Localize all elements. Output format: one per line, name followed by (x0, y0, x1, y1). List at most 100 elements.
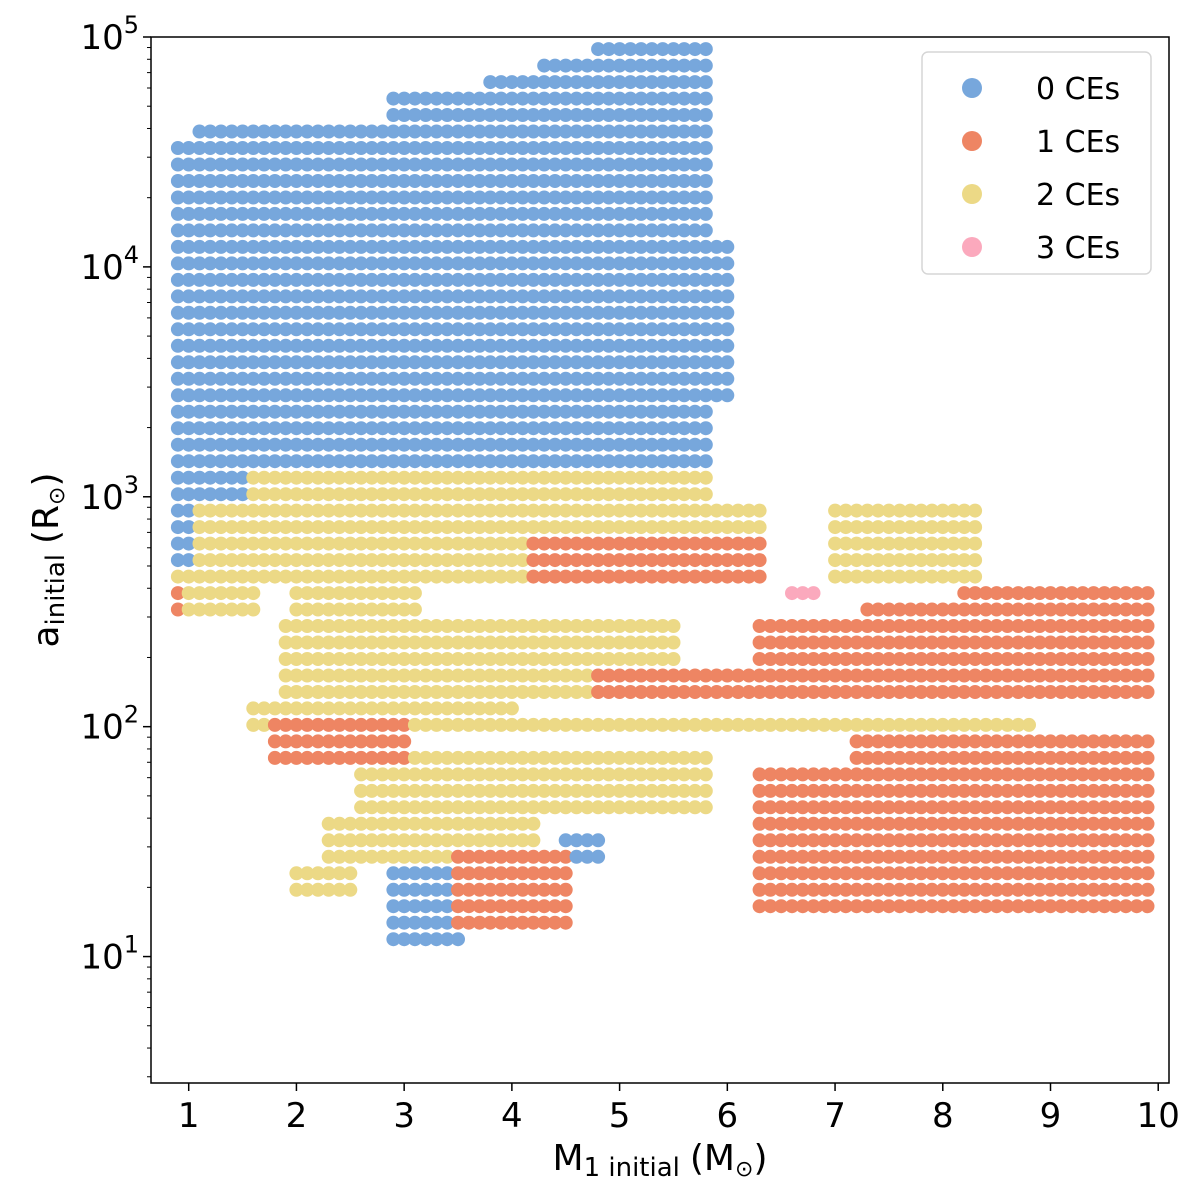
data-point (698, 108, 713, 122)
data-point (321, 141, 336, 155)
data-point (946, 783, 961, 798)
data-point (1054, 767, 1069, 782)
data-point (375, 239, 390, 254)
data-point (257, 206, 272, 221)
data-point (892, 685, 907, 699)
data-point (1108, 652, 1123, 666)
data-point (655, 157, 670, 172)
data-point (235, 190, 250, 205)
data-point (1075, 833, 1090, 848)
data-point (774, 833, 789, 848)
data-point (601, 91, 616, 106)
data-point (623, 454, 638, 469)
data-point (957, 685, 972, 699)
data-point (278, 701, 293, 716)
data-point (289, 503, 304, 518)
data-point (224, 256, 239, 271)
data-point (537, 239, 552, 254)
data-point (407, 569, 422, 584)
data-point (170, 421, 185, 436)
data-point (623, 141, 638, 155)
data-point (429, 553, 444, 568)
data-point (580, 272, 595, 287)
data-point (709, 355, 724, 370)
data-point (289, 157, 304, 172)
data-point (483, 569, 498, 584)
data-point (375, 289, 390, 304)
data-point (203, 223, 218, 238)
data-point (1140, 734, 1155, 749)
data-point (429, 783, 444, 798)
data-point (1140, 816, 1155, 831)
data-point (224, 371, 239, 386)
data-point (828, 619, 843, 633)
data-point (644, 800, 659, 815)
data-point (591, 520, 606, 535)
data-point (224, 470, 239, 485)
data-point (375, 619, 390, 633)
data-point (440, 322, 455, 337)
data-point (267, 174, 282, 188)
data-point (375, 388, 390, 403)
data-point (1043, 849, 1058, 864)
data-point (375, 685, 390, 699)
data-point (1043, 783, 1058, 798)
data-point (267, 141, 282, 155)
data-point (828, 569, 843, 584)
data-point (332, 239, 347, 254)
data-point (375, 437, 390, 452)
data-point (569, 322, 584, 337)
data-point (515, 289, 530, 304)
data-point (504, 520, 519, 535)
data-point (1000, 717, 1015, 732)
data-point (515, 141, 530, 155)
data-point (321, 223, 336, 238)
data-point (774, 899, 789, 914)
data-point (332, 141, 347, 155)
data-point (504, 800, 519, 815)
data-point (397, 569, 412, 584)
data-point (795, 619, 810, 633)
data-point (451, 404, 465, 419)
data-point (1129, 635, 1144, 650)
data-point (289, 685, 304, 699)
data-point (526, 470, 541, 485)
data-point (601, 520, 616, 535)
data-point (644, 108, 659, 122)
data-point (181, 487, 196, 502)
data-point (634, 75, 649, 90)
data-point (935, 816, 950, 831)
data-point (1011, 816, 1026, 831)
data-point (1032, 783, 1047, 798)
data-point (1108, 833, 1123, 848)
data-point (957, 866, 972, 881)
data-point (1032, 602, 1047, 617)
data-point (515, 487, 530, 502)
data-point (666, 42, 681, 57)
data-point (224, 239, 239, 254)
data-point (1097, 899, 1112, 914)
data-point (774, 685, 789, 699)
data-point (418, 750, 433, 765)
data-point (644, 619, 659, 633)
data-point (451, 108, 465, 122)
data-point (321, 816, 336, 831)
data-point (935, 685, 950, 699)
data-point (364, 569, 379, 584)
data-point (494, 404, 509, 419)
data-point (968, 503, 983, 518)
x-tick-label: 8 (932, 1096, 954, 1136)
data-point (504, 355, 519, 370)
data-point (1032, 685, 1047, 699)
data-point (461, 685, 476, 699)
data-point (1097, 833, 1112, 848)
data-point (612, 371, 627, 386)
data-point (666, 553, 681, 568)
data-point (246, 223, 261, 238)
data-point (472, 487, 487, 502)
data-point (644, 190, 659, 205)
data-point (343, 355, 358, 370)
data-point (688, 58, 702, 73)
data-point (655, 206, 670, 221)
